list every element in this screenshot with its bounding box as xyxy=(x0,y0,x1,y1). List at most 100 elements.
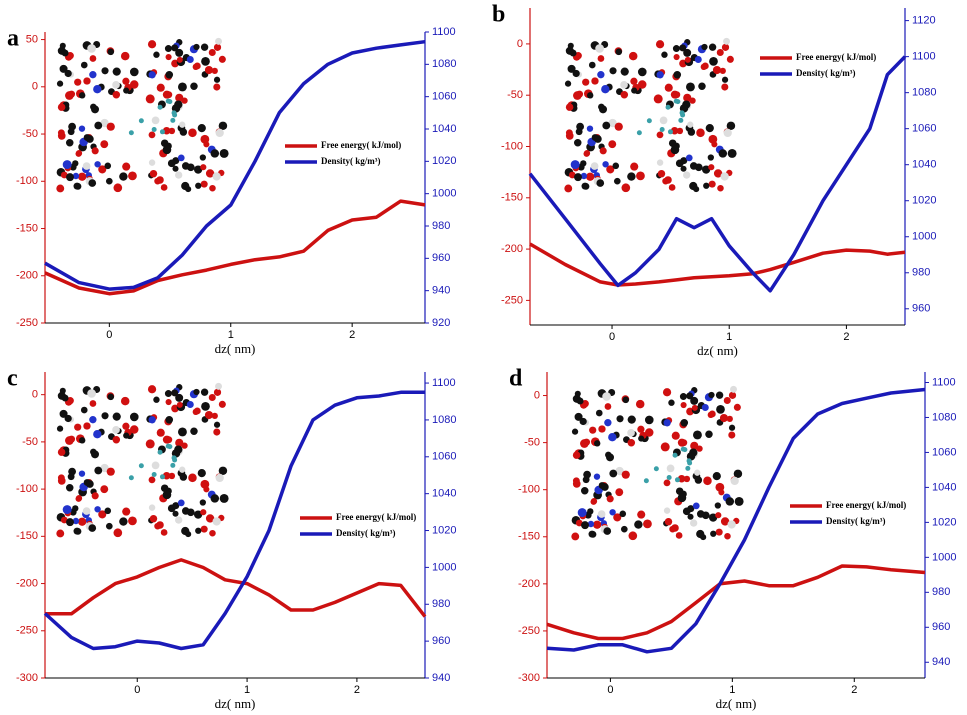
atom xyxy=(726,121,736,131)
y-tick-label: -50 xyxy=(22,436,38,448)
atom xyxy=(160,484,169,492)
atom xyxy=(583,150,590,157)
y2-tick-label: 1020 xyxy=(432,524,456,536)
atom xyxy=(123,432,130,439)
atom xyxy=(720,517,730,526)
y-tick-label: 0 xyxy=(517,38,523,50)
atom xyxy=(210,149,220,158)
y-tick-label: 0 xyxy=(534,389,540,401)
atom xyxy=(75,150,82,157)
atom xyxy=(175,48,184,57)
atom xyxy=(570,160,580,170)
atom xyxy=(613,513,622,522)
molecule-illustration xyxy=(56,37,229,193)
atom xyxy=(112,412,121,421)
atom xyxy=(94,161,101,168)
atom xyxy=(653,94,663,104)
atom xyxy=(606,495,614,503)
atom xyxy=(725,497,735,506)
atom xyxy=(91,492,99,500)
atom xyxy=(212,172,221,181)
y-tick-label: -250 xyxy=(16,317,38,329)
atom xyxy=(701,404,709,412)
atom xyxy=(668,139,677,147)
atom xyxy=(670,145,680,155)
atom xyxy=(696,445,703,452)
atom xyxy=(218,400,226,408)
atom xyxy=(138,463,144,469)
atom xyxy=(154,522,161,530)
y2-tick-label: 1060 xyxy=(432,451,456,463)
panel-label: a xyxy=(7,26,19,52)
atom xyxy=(666,475,672,481)
atom xyxy=(675,487,684,495)
atom xyxy=(160,184,168,191)
atom xyxy=(107,48,115,56)
atom xyxy=(165,70,174,79)
atom xyxy=(599,105,608,114)
atom xyxy=(122,422,130,430)
x-axis-label: dz( nm) xyxy=(697,343,738,358)
atom xyxy=(620,525,628,533)
atom xyxy=(129,412,139,422)
atom xyxy=(567,64,576,73)
atom xyxy=(573,91,582,100)
atom xyxy=(586,172,595,181)
atom xyxy=(668,184,676,191)
atom xyxy=(677,438,686,447)
atom xyxy=(205,514,215,523)
atom xyxy=(718,489,725,496)
legend-label: Density( kg/m³) xyxy=(796,68,855,78)
atom xyxy=(627,172,636,181)
atom xyxy=(65,91,74,100)
x-tick-label: 1 xyxy=(228,329,234,341)
atom xyxy=(628,531,638,541)
atom xyxy=(200,43,209,51)
atom xyxy=(718,149,728,158)
atom xyxy=(87,44,96,53)
atom xyxy=(663,507,671,514)
atom xyxy=(564,184,573,193)
atom xyxy=(726,55,734,63)
atom xyxy=(56,425,64,432)
atom xyxy=(112,67,121,76)
y2-tick-label: 1000 xyxy=(432,561,456,573)
atom xyxy=(154,177,161,185)
series-line xyxy=(546,387,926,654)
atom xyxy=(215,128,224,138)
atom xyxy=(615,488,624,497)
atom xyxy=(593,135,602,143)
molecule-illustration xyxy=(56,382,229,538)
y-tick-label: -200 xyxy=(16,577,38,589)
atom xyxy=(579,417,587,426)
atom xyxy=(597,71,605,79)
y-tick-label: -100 xyxy=(16,483,38,495)
atom xyxy=(185,531,192,538)
y-tick-label: -200 xyxy=(16,270,38,282)
atom xyxy=(104,507,112,515)
atom xyxy=(581,521,590,530)
series-line xyxy=(45,558,427,618)
atom xyxy=(709,57,718,66)
atom xyxy=(179,121,186,128)
atom xyxy=(602,121,611,130)
atom xyxy=(211,412,218,420)
y-tick-label: -150 xyxy=(501,192,523,204)
atom xyxy=(565,103,574,111)
atom xyxy=(692,502,700,510)
y2-tick-label: 940 xyxy=(932,656,950,668)
atom xyxy=(580,172,588,180)
atom xyxy=(701,43,708,51)
atom xyxy=(638,435,645,442)
atom xyxy=(609,509,616,516)
atom xyxy=(195,182,202,189)
atom xyxy=(72,160,79,167)
atom xyxy=(646,118,652,124)
atom xyxy=(713,169,723,178)
atom xyxy=(68,467,76,476)
atom xyxy=(637,510,646,519)
atom xyxy=(72,517,80,525)
atom xyxy=(622,396,630,404)
atom xyxy=(78,92,86,99)
